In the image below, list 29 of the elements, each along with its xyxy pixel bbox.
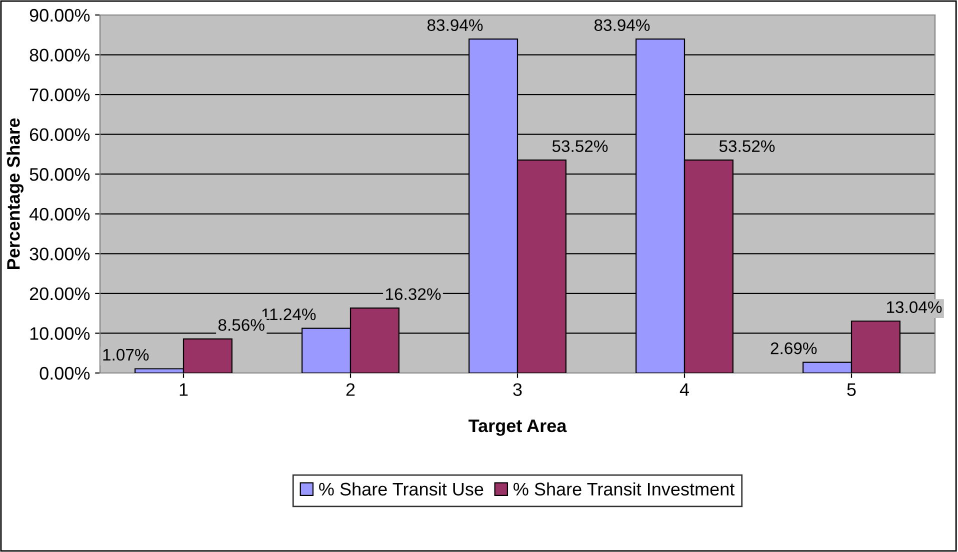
x-tick-label: 1	[180, 383, 188, 396]
y-tick-label: 70.00%	[30, 88, 90, 102]
data-label: 11.24%	[262, 308, 316, 320]
data-label: 53.52%	[552, 140, 608, 152]
y-tick-label: 30.00%	[30, 248, 90, 260]
y-tick-label: 50.00%	[30, 168, 90, 181]
data-label: 2.69%	[770, 342, 817, 354]
x-tick-label: 3	[513, 383, 522, 396]
y-axis-title: Percentage Share	[6, 118, 24, 270]
x-tick-label: 5	[847, 383, 856, 396]
y-tick-label: 40.00%	[29, 208, 90, 221]
legend-label: % Share Transit Investment	[514, 482, 735, 496]
data-label: 83.94%	[594, 19, 650, 32]
legend-label: % Share Transit Use	[319, 482, 484, 496]
data-label: 16.32%	[386, 288, 441, 300]
y-tick-label: 10.00%	[30, 327, 90, 340]
y-tick-label: 0.00%	[40, 366, 90, 380]
y-tick-label: 80.00%	[30, 48, 90, 62]
data-label: 1.07%	[103, 348, 149, 361]
y-tick-label: 20.00%	[30, 287, 90, 300]
data-label: 83.94%	[427, 19, 483, 32]
data-label: 8.56%	[218, 319, 264, 331]
x-axis-title: Target Area	[468, 420, 567, 436]
x-tick-label: 2	[346, 383, 355, 396]
data-label: 13.04%	[887, 301, 942, 314]
data-label: 53.52%	[719, 140, 775, 152]
y-tick-label: 60.00%	[30, 128, 90, 142]
y-tick-label: 90.00%	[30, 8, 90, 22]
x-tick-label: 4	[680, 383, 689, 396]
